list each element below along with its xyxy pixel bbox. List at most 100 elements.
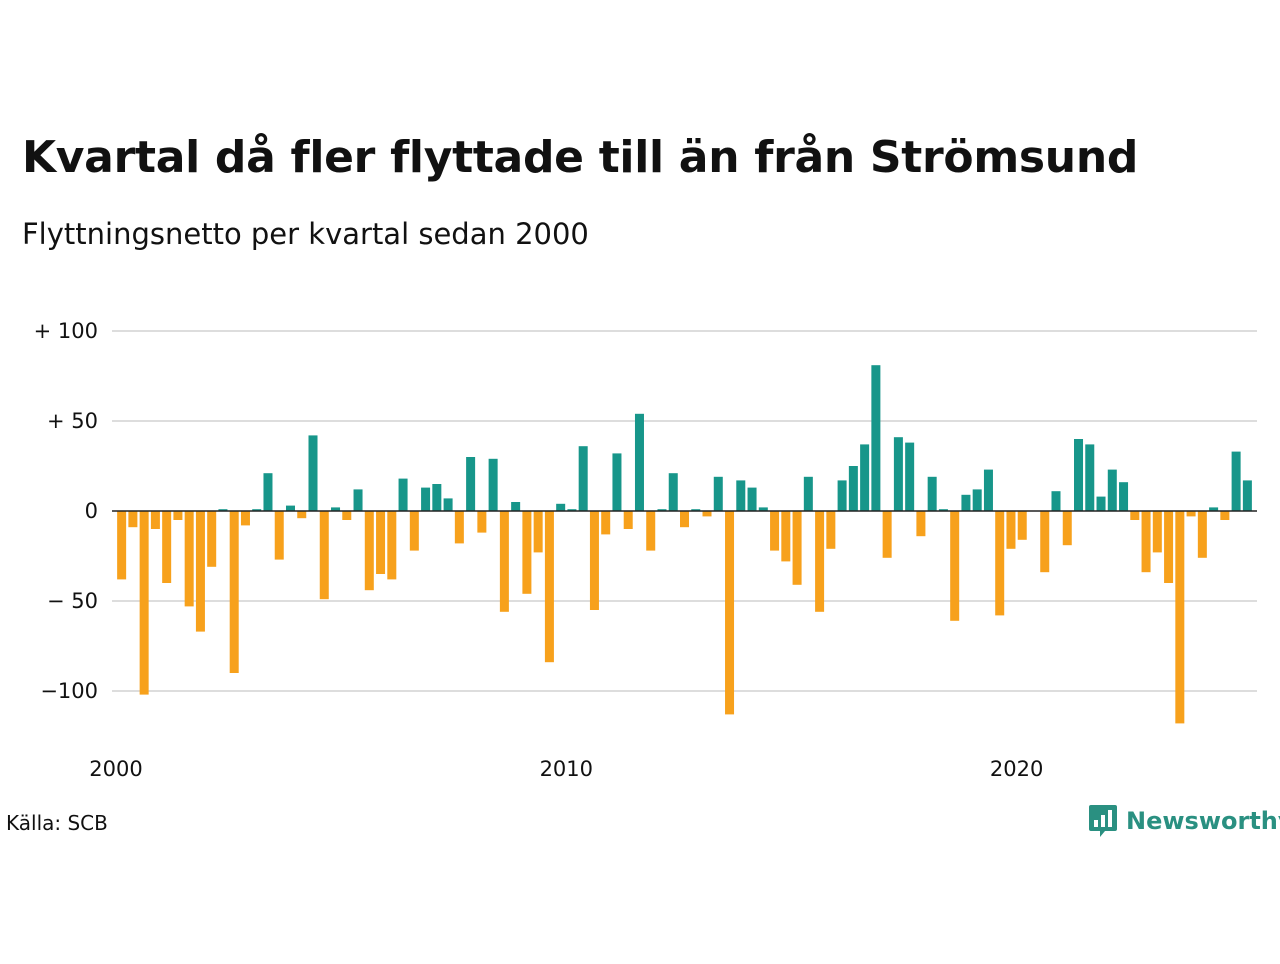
bar	[409, 511, 419, 551]
bar	[511, 502, 521, 511]
chart-title: Kvartal då fler flyttade till än från St…	[22, 132, 1139, 183]
bar	[184, 511, 194, 607]
newsworthy-logo-icon	[1089, 805, 1117, 837]
y-tick-label: 0	[85, 499, 98, 523]
bar	[826, 511, 836, 549]
bar	[905, 442, 915, 511]
axis-layer: + 100 + 50 0 − 50 −100 2000 2010 2020	[34, 319, 1257, 781]
y-tick-label: − 50	[47, 589, 98, 613]
bar	[1119, 482, 1129, 511]
bar	[376, 511, 386, 574]
bar	[128, 511, 138, 528]
bar	[803, 476, 813, 511]
bar	[173, 511, 183, 520]
bar	[848, 466, 858, 511]
bar	[274, 511, 284, 560]
bar	[938, 509, 948, 511]
x-tick-label: 2020	[990, 757, 1043, 781]
bar	[657, 509, 667, 511]
bar	[860, 444, 870, 511]
bar	[916, 511, 926, 537]
bar	[229, 511, 239, 673]
bar	[522, 511, 532, 594]
bar	[263, 473, 273, 511]
bar	[308, 435, 318, 511]
bar	[387, 511, 397, 580]
brand-name: Newsworthy	[1126, 807, 1280, 835]
x-tick-label: 2010	[540, 757, 593, 781]
bar	[950, 511, 960, 621]
bar	[1186, 511, 1196, 517]
bar	[691, 509, 701, 511]
y-tick-label: −100	[40, 679, 98, 703]
bar	[454, 511, 464, 544]
bar	[1141, 511, 1151, 573]
bar	[882, 511, 892, 558]
grid-layer	[112, 330, 1257, 692]
bar	[770, 511, 780, 551]
bar	[1209, 507, 1219, 511]
bar	[499, 511, 509, 612]
bar	[646, 511, 656, 551]
bar	[342, 511, 352, 520]
brand-logo: Newsworthy	[1088, 803, 1280, 839]
y-tick-label: + 100	[34, 319, 98, 343]
bar	[1074, 439, 1084, 511]
bar	[995, 511, 1005, 616]
bar	[1231, 451, 1241, 511]
bar	[927, 476, 937, 511]
bar	[353, 489, 363, 511]
bar	[1242, 480, 1252, 511]
bar	[488, 458, 498, 511]
bar	[331, 507, 341, 511]
bar	[1107, 469, 1117, 511]
bar	[972, 489, 982, 511]
bar	[432, 484, 442, 511]
bar	[1220, 511, 1230, 520]
bar	[725, 511, 735, 715]
bar	[218, 509, 228, 511]
chart-subtitle: Flyttningsnetto per kvartal sedan 2000	[22, 217, 589, 251]
bar	[589, 511, 599, 610]
bar	[815, 511, 825, 612]
bar	[443, 498, 453, 511]
bar	[240, 511, 250, 526]
y-tick-label: + 50	[47, 409, 98, 433]
bar	[1164, 511, 1174, 583]
bar	[634, 413, 644, 511]
bar	[623, 511, 633, 529]
bar	[983, 469, 993, 511]
bar	[668, 473, 678, 511]
bar	[1152, 511, 1162, 553]
bar-layer	[117, 365, 1252, 724]
bar	[871, 365, 881, 511]
x-tick-label: 2000	[89, 757, 142, 781]
bar	[150, 511, 160, 529]
bar	[162, 511, 172, 583]
bar	[364, 511, 374, 591]
bar	[1197, 511, 1207, 558]
bar	[195, 511, 205, 632]
source-note: Källa: SCB	[6, 811, 108, 835]
bar	[285, 505, 295, 511]
bar	[680, 511, 690, 528]
bar	[758, 507, 768, 511]
bar	[297, 511, 307, 519]
bar	[702, 511, 712, 517]
bar	[1062, 511, 1072, 546]
bar	[421, 487, 431, 511]
bar	[781, 511, 791, 562]
bar	[893, 437, 903, 511]
bar	[837, 480, 847, 511]
bar	[466, 457, 476, 511]
bar	[601, 511, 611, 535]
bar	[139, 511, 149, 695]
bar	[612, 453, 622, 511]
bar	[1175, 511, 1185, 724]
bar	[1130, 511, 1140, 520]
bar	[713, 476, 723, 511]
bar	[792, 511, 802, 585]
bar	[1017, 511, 1027, 540]
